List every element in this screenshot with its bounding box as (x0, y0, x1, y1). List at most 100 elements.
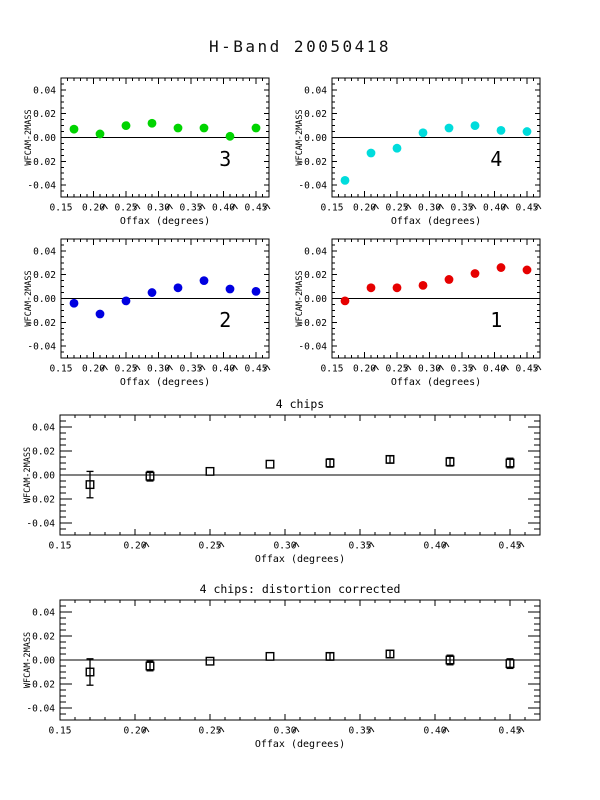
data-point (522, 265, 532, 275)
data-point (95, 129, 105, 139)
y-tick-label: -0.04 (298, 181, 327, 192)
tick-caret-icon (198, 203, 206, 210)
tick-caret-icon (502, 364, 509, 371)
chip-number-label: 1 (490, 308, 502, 332)
plot-frame-and-ticks (331, 77, 541, 198)
y-tick-label: 0.02 (33, 270, 56, 281)
data-point (225, 131, 235, 141)
data-point (366, 148, 376, 158)
tick-caret-icon (517, 726, 525, 733)
tick-caret-icon (367, 541, 375, 548)
chart-chip1: -0.04 -0.02 0.00 0.02 0.04 0.15 0.20 0.25 0.30 0.… (295, 238, 542, 388)
x-tick-label: 0.15 (321, 364, 344, 375)
data-point (147, 118, 157, 128)
x-tick-label: 0.20 (124, 726, 147, 737)
data-point (418, 128, 428, 138)
y-tick-label: -0.04 (26, 704, 55, 715)
error-bar (446, 456, 454, 467)
y-tick-label: 0.00 (33, 133, 56, 144)
y-axis-label: WFCAM-2MASS (23, 632, 33, 688)
y-tick-label: 0.00 (304, 294, 327, 305)
x-tick-label: 0.20 (124, 541, 147, 552)
data-point (95, 309, 105, 319)
x-tick-label: 0.15 (50, 364, 73, 375)
x-tick-label: 0.20 (82, 364, 105, 375)
tick-caret-icon (142, 726, 150, 733)
x-tick-label: 0.40 (424, 726, 447, 737)
data-point (69, 124, 79, 134)
data-point (470, 269, 480, 278)
x-axis-label: Offax (degrees) (391, 377, 481, 388)
error-bar (386, 455, 394, 464)
tick-caret-icon (534, 364, 542, 371)
tick-caret-icon (166, 203, 173, 210)
tick-caret-icon (133, 203, 141, 210)
tick-caret-icon (469, 203, 477, 210)
y-tick-label: 0.04 (304, 85, 327, 96)
chart-corrected: -0.04 -0.02 0.00 0.02 0.04 0.15 0.20 0.25 0.30 0.… (23, 582, 541, 750)
tick-caret-icon (133, 364, 141, 371)
data-point (145, 471, 155, 481)
tick-caret-icon (292, 541, 300, 548)
chip-number-label: 2 (219, 308, 231, 332)
tick-caret-icon (217, 541, 225, 548)
tick-caret-icon (101, 203, 108, 210)
x-tick-label: 0.25 (199, 726, 222, 737)
x-tick-label: 0.30 (147, 203, 170, 214)
y-tick-label: 0.00 (32, 656, 55, 667)
tick-caret-icon (231, 364, 238, 371)
y-axis-label: WFCAM-2MASS (24, 109, 34, 165)
data-point (418, 281, 428, 290)
tick-caret-icon (166, 364, 173, 371)
y-tick-label: -0.02 (26, 495, 55, 506)
data-point (205, 466, 215, 476)
tick-caret-icon (142, 541, 150, 548)
chart-chip2: -0.04 -0.02 0.00 0.02 0.04 0.15 0.20 0.25 0.30 0.… (24, 238, 271, 388)
x-tick-label: 0.15 (49, 726, 72, 737)
tick-caret-icon (437, 203, 444, 210)
y-tick-label: -0.04 (27, 181, 56, 192)
x-tick-label: 0.30 (147, 364, 170, 375)
data-point (392, 143, 402, 153)
x-tick-label: 0.35 (349, 726, 372, 737)
error-bar (326, 458, 334, 468)
x-tick-label: 0.20 (353, 203, 376, 214)
x-tick-label: 0.20 (82, 203, 105, 214)
subplot-title: 4 chips: distortion corrected (200, 582, 401, 596)
data-point (121, 121, 131, 130)
data-point (496, 263, 506, 272)
x-tick-label: 0.30 (418, 203, 441, 214)
x-tick-label: 0.45 (499, 726, 522, 737)
y-tick-label: -0.02 (26, 680, 55, 691)
tick-caret-icon (517, 541, 525, 548)
data-point (251, 123, 261, 133)
tick-caret-icon (292, 726, 300, 733)
x-tick-label: 0.45 (245, 364, 268, 375)
x-tick-label: 0.35 (180, 364, 203, 375)
tick-caret-icon (372, 203, 379, 210)
subplot-title: 4 chips (276, 397, 324, 411)
y-tick-label: -0.02 (298, 318, 327, 329)
x-tick-label: 0.25 (199, 541, 222, 552)
data-point (225, 284, 235, 294)
y-axis-label: WFCAM-2MASS (23, 447, 33, 503)
x-axis-label: Offax (degrees) (255, 554, 345, 565)
data-point (385, 649, 395, 659)
x-tick-label: 0.45 (499, 541, 522, 552)
x-tick-label: 0.35 (451, 364, 474, 375)
data-point (325, 651, 335, 661)
data-point (470, 121, 480, 130)
chart-combined: -0.04 -0.02 0.00 0.02 0.04 0.15 0.20 0.25 0.30 0.… (23, 397, 541, 565)
data-point (147, 288, 157, 297)
data-point (199, 123, 209, 133)
plot-frame-and-ticks (59, 599, 541, 721)
data-point (251, 286, 261, 296)
x-axis-label: Offax (degrees) (391, 216, 481, 227)
y-tick-label: -0.02 (27, 318, 56, 329)
data-point (444, 123, 454, 133)
y-tick-label: 0.02 (32, 447, 55, 458)
tick-caret-icon (502, 203, 509, 210)
y-tick-label: 0.00 (32, 471, 55, 482)
plot-frame-and-ticks (59, 414, 541, 536)
y-tick-label: 0.02 (304, 270, 327, 281)
